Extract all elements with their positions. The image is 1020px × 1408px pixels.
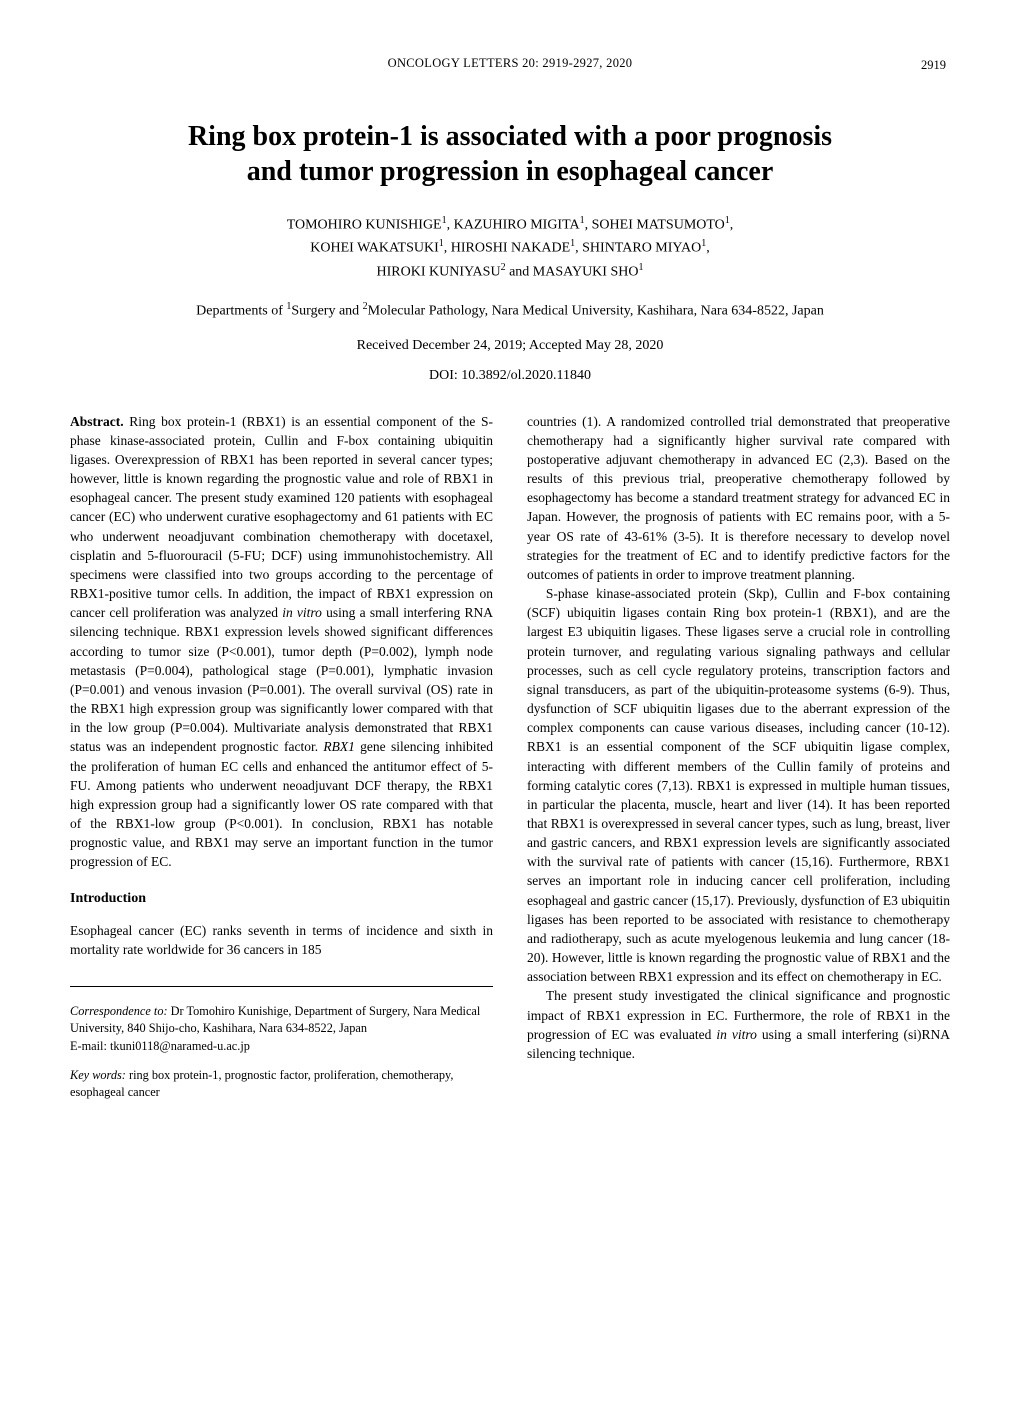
- keywords-text: ring box protein-1, prognostic factor, p…: [70, 1068, 453, 1099]
- two-column-body: Abstract. Ring box protein-1 (RBX1) is a…: [70, 412, 950, 1102]
- affiliations: Departments of 1Surgery and 2Molecular P…: [70, 301, 950, 320]
- correspondence-label: Correspondence to:: [70, 1004, 168, 1018]
- intro-paragraph-1: Esophageal cancer (EC) ranks seventh in …: [70, 921, 493, 959]
- correspondence-email: E-mail: tkuni0118@naramed-u.ac.jp: [70, 1039, 250, 1053]
- doi: DOI: 10.3892/ol.2020.11840: [70, 368, 950, 384]
- keywords-label: Key words:: [70, 1068, 126, 1082]
- introduction-heading: Introduction: [70, 889, 493, 909]
- author-list: TOMOHIRO KUNISHIGE1, KAZUHIRO MIGITA1, S…: [70, 213, 950, 283]
- footer-divider: [70, 986, 493, 987]
- left-column: Abstract. Ring box protein-1 (RBX1) is a…: [70, 412, 493, 1102]
- abstract-label: Abstract.: [70, 414, 124, 429]
- journal-running-head: ONCOLOGY LETTERS 20: 2919-2927, 2020: [70, 56, 950, 71]
- article-title: Ring box protein-1 is associated with a …: [70, 119, 950, 189]
- title-line-1: Ring box protein-1 is associated with a …: [188, 121, 832, 152]
- keywords-block: Key words: ring box protein-1, prognosti…: [70, 1067, 493, 1102]
- article-dates: Received December 24, 2019; Accepted May…: [70, 338, 950, 354]
- right-column: countries (1). A randomized controlled t…: [527, 412, 950, 1102]
- page-number: 2919: [921, 58, 946, 73]
- right-paragraph-1: countries (1). A randomized controlled t…: [527, 412, 950, 584]
- correspondence-block: Correspondence to: Dr Tomohiro Kunishige…: [70, 1003, 493, 1055]
- abstract-paragraph: Abstract. Ring box protein-1 (RBX1) is a…: [70, 412, 493, 872]
- right-paragraph-3: The present study investigated the clini…: [527, 986, 950, 1063]
- abstract-text: Ring box protein-1 (RBX1) is an essentia…: [70, 414, 493, 870]
- title-line-2: and tumor progression in esophageal canc…: [247, 156, 774, 187]
- right-paragraph-2: S-phase kinase-associated protein (Skp),…: [527, 584, 950, 986]
